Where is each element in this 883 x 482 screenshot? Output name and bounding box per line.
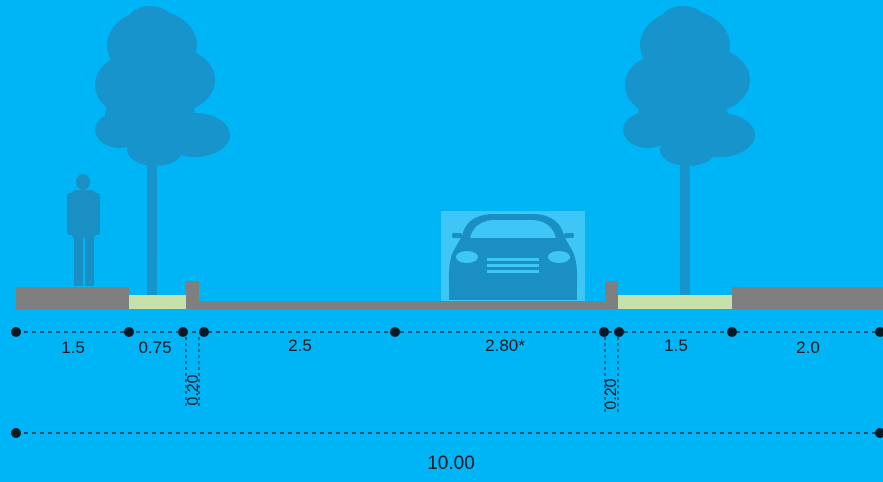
planting-strip-left [129, 295, 186, 309]
curb-dimension-lines [186, 337, 618, 412]
sidewalk-right [732, 287, 883, 309]
segment-label-sidewalk-right: 2.0 [796, 338, 820, 358]
tree-right-icon [623, 6, 755, 300]
segment-label-sidewalk-left: 1.5 [61, 338, 85, 358]
pedestrian-icon [67, 174, 100, 286]
planting-strip-right [618, 295, 732, 309]
car-icon [441, 211, 585, 302]
segment-label-lane-right: 2.80* [485, 336, 525, 356]
curb-left [186, 281, 199, 309]
curb-label-right: 0.20 [603, 378, 621, 409]
segment-label-planting-right: 1.5 [664, 336, 688, 356]
tree-left-icon [95, 6, 230, 300]
total-width-label: 10.00 [427, 453, 475, 475]
segment-label-lane-left: 2.5 [288, 336, 312, 356]
road-surface [199, 301, 605, 309]
segment-label-planting-left: 0.75 [138, 338, 171, 358]
curb-right [605, 281, 618, 309]
curb-label-left: 0.20 [185, 374, 203, 405]
sidewalk-left [16, 287, 129, 309]
